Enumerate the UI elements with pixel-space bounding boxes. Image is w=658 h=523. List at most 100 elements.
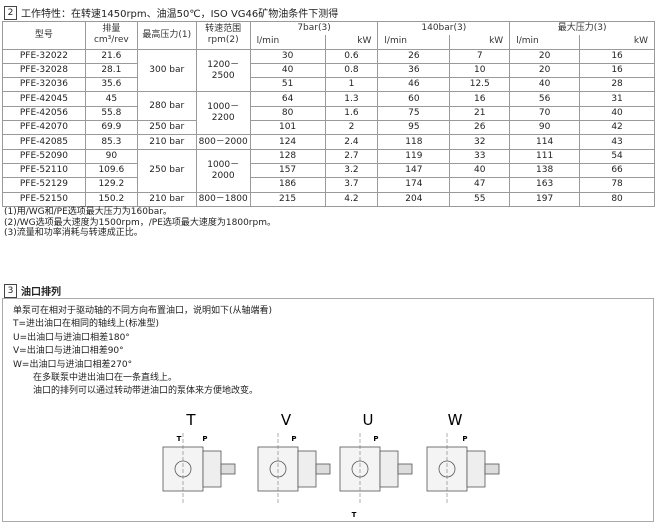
subheader: kW [579, 35, 655, 50]
shaft [397, 463, 413, 475]
value: 138 [509, 162, 581, 179]
value: 40 [249, 62, 326, 79]
value: 1.3 [324, 91, 379, 107]
value: 111 [509, 148, 581, 164]
header-text: 型号 [34, 29, 53, 40]
subheader: l/min [509, 35, 581, 50]
port-label: P [462, 435, 467, 443]
displacement: 69.9 [84, 120, 138, 136]
table-row: PFE-42045 45 280 bar 1000－2200 64 1.3 60 16 56 31 [2, 91, 655, 136]
value: 2 [324, 120, 379, 136]
shaft [315, 463, 331, 475]
port-label: P [373, 435, 378, 443]
speed-range: 800－1800 [195, 191, 251, 207]
section-number: 2 [4, 5, 17, 20]
value: 2.7 [324, 148, 379, 164]
value: 51 [249, 77, 326, 93]
model: PFE-52110 [2, 162, 86, 179]
model: PFE-42056 [2, 105, 86, 122]
value: 80 [249, 105, 326, 122]
column-header: 转速范围 rpm(2) [195, 21, 251, 50]
value: 1 [324, 77, 379, 93]
spec-table: 型号 排量 cm³/rev 最高压力(1) 转速范围 rpm(2) 7bar(3) 140ba… [2, 21, 655, 207]
value: 157 [249, 162, 326, 179]
value: 56 [509, 91, 581, 107]
value: 128 [249, 148, 326, 164]
displacement: 90 [84, 148, 138, 164]
value: 3.2 [324, 162, 379, 179]
value: 47 [449, 177, 511, 193]
port [438, 460, 456, 478]
header-text: rpm(2) [207, 35, 239, 46]
value: 66 [579, 162, 655, 179]
max-pressure: 250 bar [136, 148, 197, 193]
speed-range: 1000－2200 [195, 91, 251, 136]
group-header: 最大压力(3) [509, 21, 655, 36]
column-header: 最高压力(1) [136, 21, 197, 50]
value: 101 [249, 120, 326, 136]
port-label: T [352, 511, 357, 519]
value: 55 [449, 191, 511, 207]
table-row: PFE-52090 90 250 bar 1000－2000 128 2.7 119 33 11… [2, 148, 655, 193]
speed-range: 1200－2500 [195, 48, 251, 93]
value: 21 [449, 105, 511, 122]
port [269, 460, 287, 478]
description-line: 油口的排列可以通过转动带进油口的泵体来方便地改变。 [33, 386, 259, 397]
value: 12.5 [449, 77, 511, 93]
value: 40 [449, 162, 511, 179]
diagram-label: W [448, 411, 463, 429]
model: PFE-52129 [2, 177, 86, 193]
value: 7 [449, 48, 511, 64]
value: 4.2 [324, 191, 379, 207]
port-label: T [177, 435, 182, 443]
speed-range: 800－2000 [195, 134, 251, 150]
description-line: W=出油口与进油口相差270° [13, 359, 133, 370]
value: 78 [579, 177, 655, 193]
pump-diagram: TT P [162, 411, 236, 505]
value: 70 [509, 105, 581, 122]
value: 186 [249, 177, 326, 193]
max-pressure: 210 bar [136, 191, 197, 207]
pump-cover [466, 450, 486, 488]
value: 2.4 [324, 134, 379, 150]
subheader: l/min [377, 35, 451, 50]
value: 75 [377, 105, 451, 122]
speed-range: 1000－2000 [195, 148, 251, 193]
header-text: cm³/rev [93, 35, 129, 46]
port-label: P [202, 435, 207, 443]
subheader: kW [324, 35, 379, 50]
description: 单泵可在相对于驱动轴的不同方向布置油口，说明如下(从轴端看) T=进出油口在相同的… [13, 305, 272, 399]
value: 95 [377, 120, 451, 136]
header-row: 型号 排量 cm³/rev 最高压力(1) 转速范围 rpm(2) 7bar(3) 140ba… [2, 21, 655, 50]
model: PFE-32036 [2, 77, 86, 93]
section-number: 3 [4, 283, 17, 298]
value: 204 [377, 191, 451, 207]
displacement: 85.3 [84, 134, 138, 150]
value: 0.6 [324, 48, 379, 64]
section-header: 2 工作特性：在转速1450rpm、油温50℃，ISO VG46矿物油条件下测得 [4, 5, 338, 20]
value: 26 [449, 120, 511, 136]
value: 60 [377, 91, 451, 107]
value: 163 [509, 177, 581, 193]
value: 28 [579, 77, 655, 93]
value: 80 [579, 191, 655, 207]
value: 20 [509, 48, 581, 64]
value: 174 [377, 177, 451, 193]
table-row: PFE-52110 109.6 157 3.2 147 40 138 66 [2, 162, 655, 179]
value: 40 [579, 105, 655, 122]
model: PFE-42085 [2, 134, 86, 150]
model: PFE-32028 [2, 62, 86, 79]
value: 26 [377, 48, 451, 64]
value: 31 [579, 91, 655, 107]
table-row: PFE-32036 35.6 51 1 46 12.5 40 28 [2, 77, 655, 93]
pump-cover [202, 450, 222, 488]
displacement: 129.2 [84, 177, 138, 193]
port-box: 单泵可在相对于驱动轴的不同方向布置油口，说明如下(从轴端看) T=进出油口在相同的… [2, 298, 654, 522]
column-header: 排量 cm³/rev [84, 21, 138, 50]
diagram-label: T [185, 411, 196, 429]
value: 118 [377, 134, 451, 150]
value: 0.8 [324, 62, 379, 79]
displacement: 28.1 [84, 62, 138, 79]
max-pressure: 210 bar [136, 134, 197, 150]
